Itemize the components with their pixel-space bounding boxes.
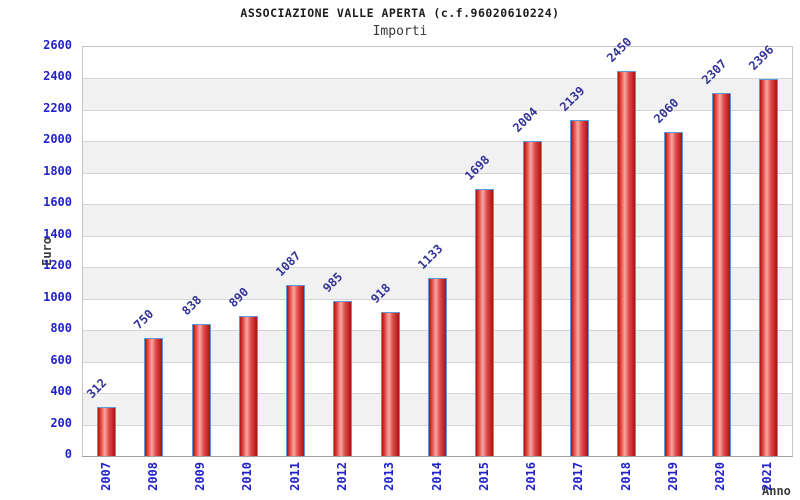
- y-tick-label: 800: [50, 321, 72, 336]
- y-tick-label: 1400: [43, 226, 72, 241]
- x-tick-label: 2015: [476, 462, 491, 491]
- gridline: [83, 267, 792, 269]
- x-tick-label: 2020: [713, 462, 728, 491]
- gridline: [83, 204, 792, 206]
- y-tick-label: 2400: [43, 69, 72, 84]
- x-tick-label: 2008: [145, 462, 160, 491]
- bar-2014: [428, 277, 447, 456]
- gridline: [83, 172, 792, 174]
- y-tick-label: 1000: [43, 289, 72, 304]
- gridline: [83, 141, 792, 143]
- background-band: [83, 141, 792, 173]
- y-tick-label: 1200: [43, 258, 72, 273]
- bar-2015: [475, 188, 495, 456]
- gridline: [83, 109, 792, 111]
- x-tick-label: 2018: [618, 462, 633, 491]
- bar-2017: [569, 119, 589, 456]
- x-tick-label: 2016: [524, 462, 539, 491]
- gridline: [83, 235, 792, 237]
- bar-2018: [617, 70, 637, 456]
- x-tick-label: 2007: [98, 462, 113, 491]
- x-tick-label: 2011: [287, 462, 302, 491]
- x-tick-label: 2013: [382, 462, 397, 491]
- y-tick-label: 400: [50, 384, 72, 399]
- bar-2016: [522, 140, 542, 456]
- y-tick-label: 200: [50, 415, 72, 430]
- bar-2020: [711, 93, 731, 456]
- bar-2019: [664, 131, 684, 456]
- bar-2010: [238, 315, 258, 456]
- y-tick-label: 2200: [43, 100, 72, 115]
- plot-area: [82, 46, 793, 457]
- y-tick-label: 1600: [43, 195, 72, 210]
- x-tick-label: 2012: [334, 462, 349, 491]
- x-tick-label: 2014: [429, 462, 444, 491]
- x-tick-label: 2009: [193, 462, 208, 491]
- x-tick-label: 2021: [760, 462, 775, 491]
- y-tick-label: 2000: [43, 132, 72, 147]
- x-tick-label: 2019: [665, 462, 680, 491]
- chart-subtitle: Importi: [372, 24, 428, 39]
- x-tick-label: 2010: [240, 462, 255, 491]
- background-band: [83, 78, 792, 110]
- background-band: [83, 204, 792, 236]
- x-axis-title: Anno: [762, 484, 791, 498]
- bar-2011: [286, 285, 306, 456]
- gridline: [83, 78, 792, 80]
- bar-2009: [191, 324, 211, 456]
- y-tick-label: 1800: [43, 163, 72, 178]
- y-tick-label: 600: [50, 352, 72, 367]
- bar-2008: [144, 338, 164, 456]
- y-tick-label: 0: [64, 447, 72, 461]
- bar-2007: [97, 406, 117, 456]
- bar-2013: [380, 311, 400, 456]
- x-tick-label: 2017: [571, 462, 586, 491]
- y-tick-label: 2600: [43, 38, 72, 52]
- bar-2012: [333, 301, 353, 456]
- chart-title: ASSOCIAZIONE VALLE APERTA (c.f.960206102…: [240, 6, 560, 20]
- bar-2021: [758, 79, 778, 456]
